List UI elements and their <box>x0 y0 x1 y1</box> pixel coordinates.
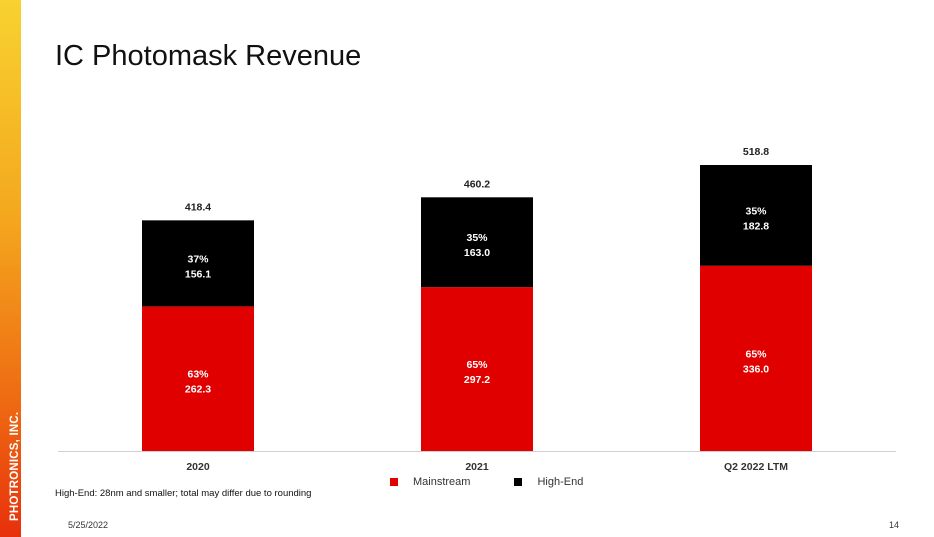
value-label-mainstream-1: 297.2 <box>464 374 490 386</box>
page-title: IC Photomask Revenue <box>55 40 362 72</box>
value-label-high-end-1: 163.0 <box>464 247 490 259</box>
total-label-1: 460.2 <box>464 178 490 190</box>
chart-legend: Mainstream High-End <box>390 474 627 490</box>
percent-label-high-end-0: 37% <box>187 253 209 265</box>
slide-date: 5/25/2022 <box>68 520 109 530</box>
percent-label-mainstream-0: 63% <box>187 369 209 381</box>
brand-side-bar <box>0 0 21 537</box>
percent-label-mainstream-1: 65% <box>466 359 488 371</box>
bar-segment-high-end-2 <box>700 165 812 266</box>
bar-segment-mainstream-1 <box>421 287 533 451</box>
legend-item-mainstream: Mainstream <box>390 476 470 488</box>
bar-segment-mainstream-2 <box>700 265 812 451</box>
x-tick-label-1: 2021 <box>465 461 489 473</box>
percent-label-high-end-1: 35% <box>466 232 488 244</box>
bar-segment-mainstream-0 <box>142 306 254 451</box>
legend-swatch-mainstream <box>390 478 398 486</box>
legend-label-high-end: High-End <box>537 476 584 488</box>
bar-segment-high-end-1 <box>421 197 533 288</box>
legend-item-high-end: High-End <box>514 476 583 488</box>
bar-segment-high-end-0 <box>142 220 254 307</box>
x-tick-label-2: Q2 2022 LTM <box>724 461 788 473</box>
legend-swatch-high-end <box>514 478 523 486</box>
value-label-high-end-2: 182.8 <box>743 220 769 232</box>
x-tick-label-0: 2020 <box>186 461 210 473</box>
value-label-mainstream-0: 262.3 <box>185 384 211 396</box>
footnote: High-End: 28nm and smaller; total may di… <box>55 488 312 499</box>
legend-label-mainstream: Mainstream <box>413 476 471 488</box>
value-label-high-end-0: 156.1 <box>185 268 211 280</box>
total-label-0: 418.4 <box>185 201 211 213</box>
percent-label-mainstream-2: 65% <box>745 348 767 360</box>
percent-label-high-end-2: 35% <box>745 205 767 217</box>
value-label-mainstream-2: 336.0 <box>743 363 769 375</box>
total-label-2: 518.8 <box>743 146 769 158</box>
page-number: 14 <box>888 520 899 530</box>
